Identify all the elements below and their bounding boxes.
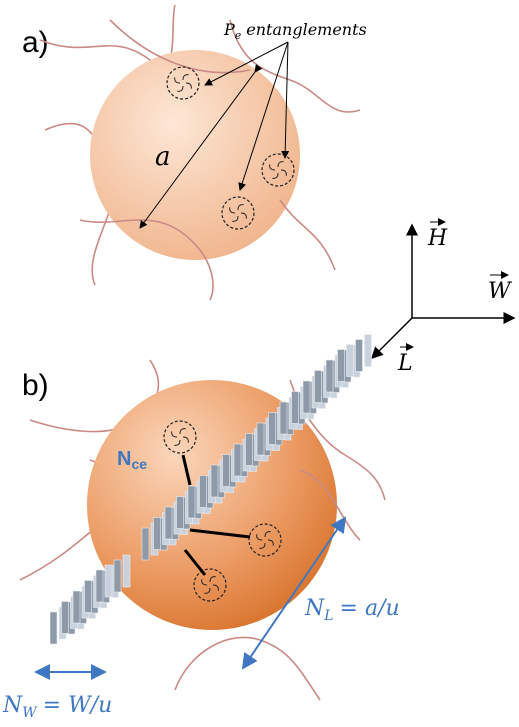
column: [153, 517, 161, 550]
panel-label: a): [22, 26, 49, 59]
swirl: [174, 77, 181, 84]
swirl: [212, 584, 219, 591]
swirl: [179, 428, 186, 435]
swirl: [209, 576, 216, 583]
axis-label: W: [488, 279, 513, 304]
swirl: [229, 207, 236, 214]
swirl: [237, 204, 244, 211]
column: [187, 485, 196, 519]
column: [72, 590, 81, 624]
column: [199, 475, 207, 508]
size-label: a: [155, 142, 171, 172]
column: [256, 422, 265, 456]
sphere: [90, 50, 300, 260]
diameter: [139, 63, 263, 229]
panel-label: b): [22, 369, 49, 402]
column: [346, 344, 354, 377]
column: [61, 601, 69, 634]
axis: [370, 317, 413, 360]
swirl: [185, 82, 192, 89]
column: [337, 349, 345, 382]
strand: [39, 4, 176, 69]
swirl: [201, 579, 208, 586]
column: [222, 454, 230, 487]
column: [325, 359, 334, 393]
swirl: [277, 161, 284, 168]
column: [279, 401, 288, 435]
swirl: [182, 74, 189, 81]
swirl: [272, 172, 279, 179]
strand: [229, 19, 361, 113]
strand: [299, 469, 361, 541]
annotation: Pe entanglements: [223, 20, 367, 42]
swirl: [171, 431, 178, 438]
formula: = W/u: [43, 693, 113, 718]
column: [355, 339, 363, 372]
symbol: N: [2, 693, 23, 718]
swirl: [240, 212, 247, 219]
subscript: W: [22, 705, 38, 721]
subscript: L: [323, 608, 333, 624]
connector: [189, 528, 251, 539]
subscript: e: [235, 29, 242, 42]
pointer: [281, 41, 290, 159]
swirl: [232, 215, 239, 222]
entanglement: [261, 153, 295, 187]
connector: [181, 454, 192, 486]
length-arrow: [241, 516, 347, 670]
column: [302, 380, 311, 414]
annotation-text: entanglements: [246, 20, 366, 39]
subscript: ce: [131, 456, 147, 472]
column: [164, 506, 173, 540]
entanglement: [193, 568, 227, 602]
column: [245, 433, 253, 466]
swirl: [269, 164, 276, 171]
swirl: [174, 439, 181, 446]
nce-label: Nce: [117, 448, 147, 472]
strand: [279, 199, 336, 271]
column: [291, 391, 299, 424]
column: [104, 564, 113, 598]
entanglement: [166, 66, 200, 100]
column: [49, 611, 58, 645]
formula: = a/u: [340, 596, 400, 621]
column: [176, 496, 184, 529]
column: [233, 443, 242, 477]
column: [141, 527, 150, 561]
column: [364, 334, 372, 367]
nl-label: NL = a/u: [304, 596, 400, 624]
swirl: [204, 587, 211, 594]
connector: [183, 549, 207, 576]
column: [268, 412, 276, 445]
symbol: N: [304, 596, 325, 621]
column: [84, 580, 92, 613]
symbol: N: [117, 448, 131, 470]
column: [210, 464, 219, 498]
column: [122, 554, 131, 588]
column: [314, 370, 322, 403]
entanglement: [221, 196, 255, 230]
column: [95, 569, 104, 603]
symbol: P: [223, 20, 235, 39]
swirl: [280, 169, 287, 176]
swirl: [182, 436, 189, 443]
axis-label: H: [427, 226, 448, 251]
entanglement: [163, 420, 197, 454]
nw-label: NW = W/u: [2, 693, 112, 721]
strand: [79, 219, 214, 301]
strand: [174, 636, 321, 701]
swirl: [177, 85, 184, 92]
crystal-columns: [49, 334, 372, 645]
axis-label: L: [397, 351, 413, 376]
column: [113, 559, 122, 593]
